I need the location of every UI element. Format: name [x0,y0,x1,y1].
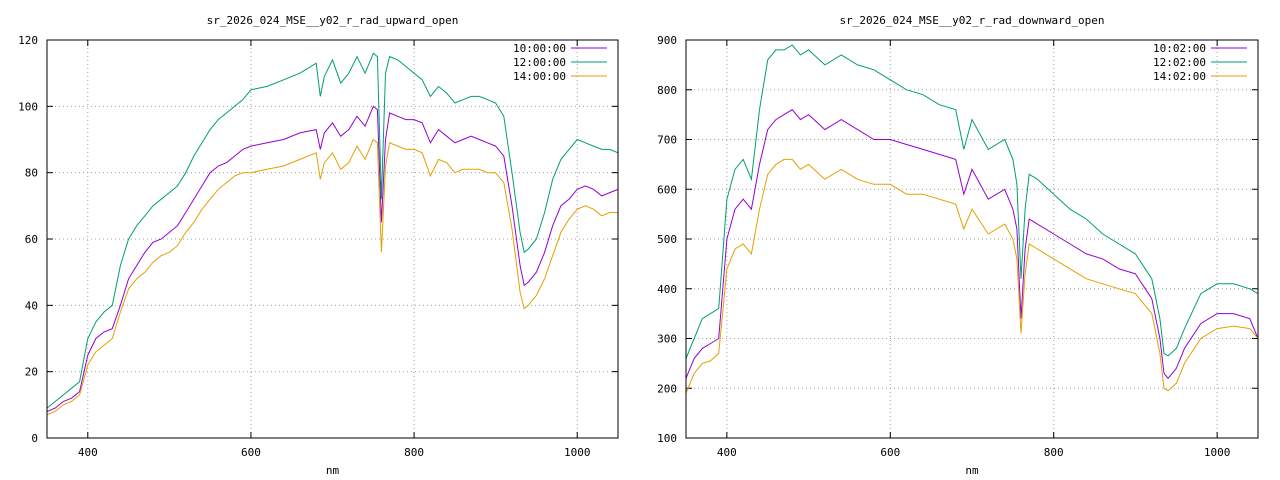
series-line-1 [686,109,1258,380]
chart-title: sr_2026_024_MSE__y02_r_rad_downward_open [840,14,1105,27]
y-tick-label: 600 [657,183,677,196]
legend-label: 14:02:00 [1153,70,1206,83]
y-tick-label: 900 [657,34,677,47]
legend-label: 12:02:00 [1153,56,1206,69]
grid [47,40,618,438]
axes: 100 200 300 400 500 600 700 800 900 400 600 800 1000 [657,34,1258,459]
series-line-2 [47,52,618,409]
y-tick-label: 60 [25,233,38,246]
chart-panel-upward: sr_2026_024_MSE__y02_r_rad_upward_open 0 2… [18,14,619,477]
y-tick-label: 500 [657,233,677,246]
legend-label: 14:00:00 [513,70,566,83]
chart-panel-downward: sr_2026_024_MSE__y02_r_rad_downward_open… [640,0,1280,480]
series-group [47,52,618,416]
x-axis-label: nm [326,464,340,477]
y-tick-label: 120 [18,34,38,47]
plot-frame [46,39,619,439]
chart-title: sr_2026_024_MSE__y02_r_rad_upward_open [207,14,459,27]
grid [686,40,1258,438]
y-tick-label: 800 [657,84,677,97]
plot-frame [685,39,1259,439]
y-tick-label: 40 [25,299,38,312]
x-tick-label: 400 [78,446,98,459]
y-tick-label: 20 [25,366,38,379]
series-line-3 [686,158,1258,394]
x-tick-label: 600 [241,446,261,459]
x-tick-label: 800 [404,446,424,459]
x-tick-label: 400 [717,446,737,459]
legend-label: 10:02:00 [1153,42,1206,55]
y-tick-label: 80 [25,167,38,180]
series-group [686,44,1258,394]
series-line-2 [686,44,1258,359]
x-tick-label: 1000 [564,446,591,459]
y-tick-label: 100 [657,432,677,445]
chart-upward: sr_2026_024_MSE__y02_r_rad_upward_open 0 2… [18,14,619,477]
axes: 0 20 40 60 80 100 120 400 600 800 1000 [18,34,618,459]
x-tick-label: 800 [1044,446,1064,459]
y-tick-label: 300 [657,333,677,346]
legend-label: 10:00:00 [513,42,566,55]
y-tick-label: 200 [657,382,677,395]
y-tick-label: 0 [31,432,38,445]
series-line-1 [47,105,618,412]
y-tick-label: 100 [18,100,38,113]
chart-downward: sr_2026_024_MSE__y02_r_rad_downward_open… [657,14,1259,477]
y-tick-label: 700 [657,134,677,147]
x-tick-label: 1000 [1204,446,1231,459]
legend-label: 12:00:00 [513,56,566,69]
x-tick-label: 600 [880,446,900,459]
x-axis-label: nm [965,464,979,477]
y-tick-label: 400 [657,283,677,296]
series-line-3 [47,138,618,416]
